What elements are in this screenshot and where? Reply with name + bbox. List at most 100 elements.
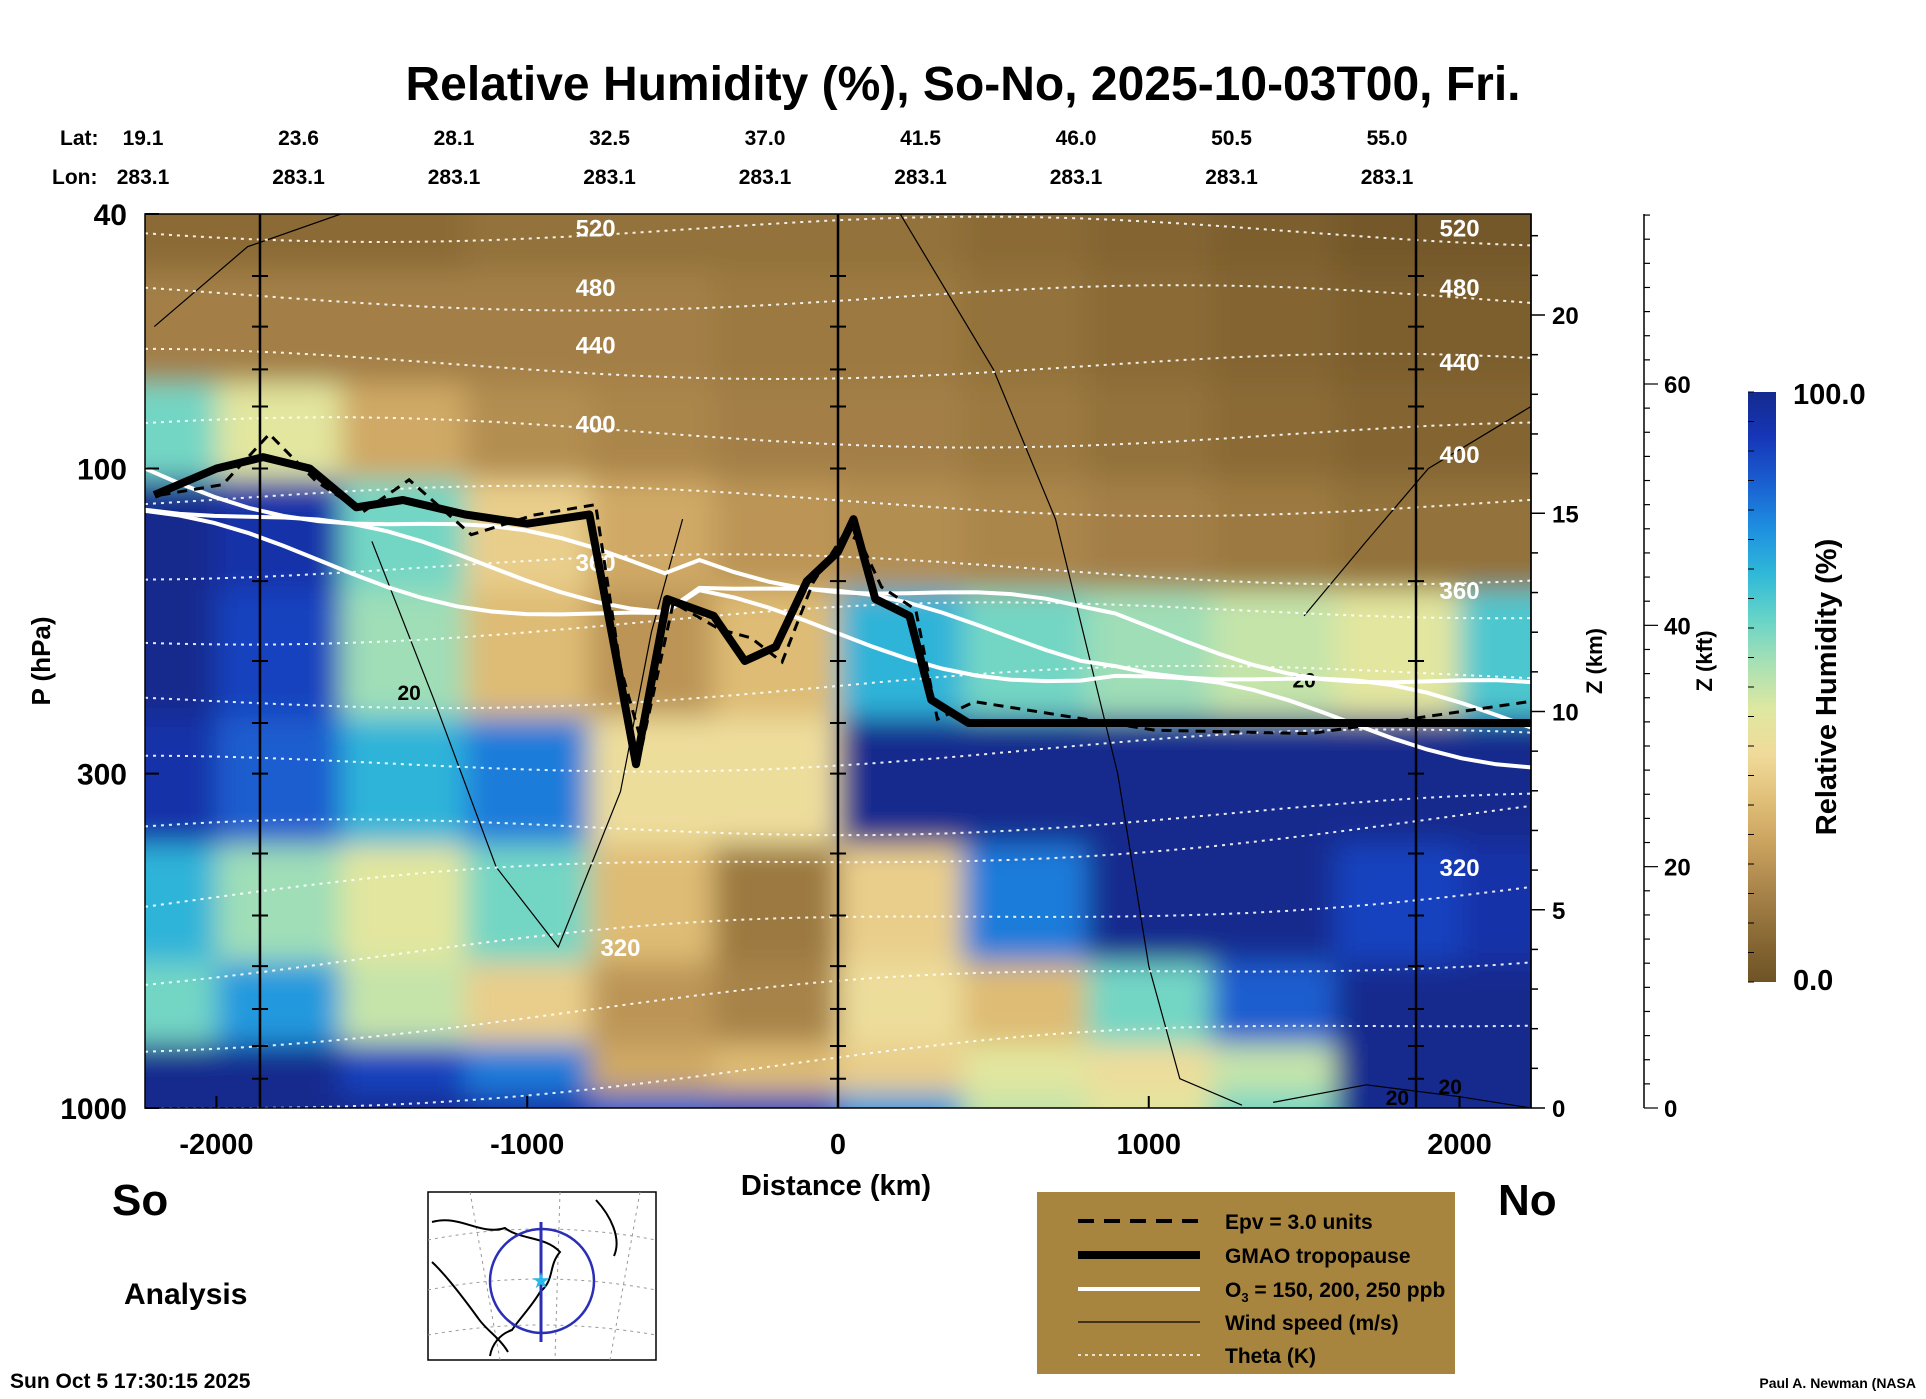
theta-line (145, 804, 1531, 908)
heatmap-cell (145, 962, 218, 1045)
y-axis: 40 100 300 1000 (60, 199, 159, 1126)
z-kft-axis-title: Z (kft) (1692, 630, 1717, 691)
heatmap-cell (1459, 479, 1531, 592)
heatmap-cell (1459, 962, 1531, 1045)
lat-value: 19.1 (123, 127, 164, 150)
wind-contour (1272, 1084, 1531, 1108)
legend-o3-sub: 3 (1241, 1290, 1248, 1305)
heatmap-cell (1335, 1093, 1461, 1108)
heatmap-cell (1459, 844, 1531, 964)
theta-label: 360 (1440, 578, 1480, 605)
wind-contour (153, 214, 341, 328)
heatmap-cell (713, 962, 839, 1045)
z-km-axis-title: Z (km) (1582, 628, 1607, 694)
heatmap-cell (216, 270, 342, 384)
z-kft-axis: 0 20 40 60 (1643, 214, 1691, 1123)
heatmap-cell (340, 844, 467, 964)
heatmap-cell (589, 214, 715, 272)
heatmap-cell (838, 1093, 964, 1108)
lon-value: 283.1 (1050, 166, 1103, 189)
heatmap-cell (589, 382, 715, 481)
heatmap-cell (216, 1093, 342, 1108)
heatmap-cell (145, 270, 218, 384)
heatmap-cell (838, 382, 964, 481)
heatmap-cell (465, 962, 591, 1045)
lat-value: 32.5 (589, 127, 630, 150)
heatmap-cell (838, 962, 964, 1045)
theta-label: 440 (576, 333, 616, 360)
wind-speed-label: 20 (1439, 1076, 1462, 1099)
heatmap-cell (1086, 717, 1212, 846)
heatmap-cell (340, 382, 467, 481)
x-axis: -2000 -1000 0 1000 2000 (179, 1096, 1492, 1161)
y-tick-label: 300 (77, 759, 127, 792)
x-tick-label: 2000 (1427, 1129, 1492, 1161)
heatmap-cell (962, 844, 1088, 964)
heatmap-cell (465, 479, 591, 592)
heatmap-cell (1210, 382, 1337, 481)
reference-vertical-lines (251, 214, 1425, 1108)
heatmap-cell (962, 1093, 1088, 1108)
heatmap-cell (1086, 214, 1212, 272)
legend-wind-label: Wind speed (m/s) (1225, 1312, 1399, 1335)
x-tick-label: -1000 (490, 1129, 564, 1161)
z-kft-tick-label: 20 (1664, 855, 1691, 882)
heatmap-cell (589, 717, 715, 846)
heatmap-cell (216, 1043, 342, 1095)
heatmap-cell (1459, 1043, 1531, 1095)
epv-contour (160, 431, 1531, 746)
heatmap-cell (216, 844, 342, 964)
x-tick-label: 0 (830, 1129, 846, 1161)
heatmap-cell (713, 1093, 839, 1108)
z-km-tick-label: 10 (1552, 700, 1579, 727)
lat-value: 46.0 (1056, 127, 1097, 150)
heatmap-cell (465, 717, 591, 846)
heatmap-cell (713, 214, 839, 272)
heatmap-cell (1210, 590, 1337, 719)
heatmap-cell (465, 270, 591, 384)
heatmap-cell (1086, 962, 1212, 1045)
heatmap-cell (962, 270, 1088, 384)
theta-label: 320 (1440, 855, 1480, 882)
heatmap-cell (838, 844, 964, 964)
legend: Epv = 3.0 units GMAO tropopause O3 = 150… (1037, 1192, 1455, 1374)
heatmap-cell (962, 590, 1088, 719)
heatmap-cell (1335, 479, 1461, 592)
theta-label: 320 (600, 935, 640, 962)
legend-o3-label: O3 = 150, 200, 250 ppb (1225, 1279, 1445, 1305)
x-tick-label: -2000 (179, 1129, 253, 1161)
z-km-axis: 0 5 10 15 20 (1530, 214, 1579, 1123)
wind-contour (899, 214, 1243, 1106)
heatmap-cell (465, 1043, 591, 1095)
theta-label: 480 (576, 275, 616, 302)
heatmap-cell (340, 1043, 467, 1095)
heatmap-cell (1459, 590, 1531, 719)
epv-contours (160, 431, 1531, 746)
lon-value: 283.1 (894, 166, 947, 189)
colorbar-min-label: 0.0 (1793, 965, 1833, 997)
heatmap-cell (1459, 214, 1531, 272)
lon-value: 283.1 (1205, 166, 1258, 189)
x-tick-label: 1000 (1117, 1129, 1182, 1161)
heatmap-cell (1459, 270, 1531, 384)
legend-tropopause-label: GMAO tropopause (1225, 1245, 1411, 1268)
z-km-tick-label: 0 (1552, 1096, 1565, 1123)
heatmap-cell (1335, 270, 1461, 384)
lon-value: 283.1 (272, 166, 325, 189)
north-label: No (1498, 1176, 1557, 1225)
heatmap-cell (1210, 962, 1337, 1045)
heatmap-cell (589, 270, 715, 384)
legend-o3-prefix: O (1225, 1279, 1241, 1302)
heatmap-cell (1086, 270, 1212, 384)
z-km-tick-label: 15 (1552, 501, 1579, 528)
theta-label: 400 (1440, 442, 1480, 469)
heatmap-cell (216, 590, 342, 719)
heatmap-cell (340, 962, 467, 1045)
heatmap-cell (1086, 590, 1212, 719)
lat-lon-row: 19.1 283.1 23.6 283.1 28.1 283.1 32.5 283.1 37.0… (117, 127, 1414, 189)
heatmap-cell (1210, 844, 1337, 964)
wind-speed-label: 20 (397, 682, 420, 705)
heatmap-cell (340, 1093, 467, 1108)
legend-o3-suffix: = 150, 200, 250 ppb (1249, 1279, 1446, 1302)
z-km-tick-label: 5 (1552, 898, 1565, 925)
